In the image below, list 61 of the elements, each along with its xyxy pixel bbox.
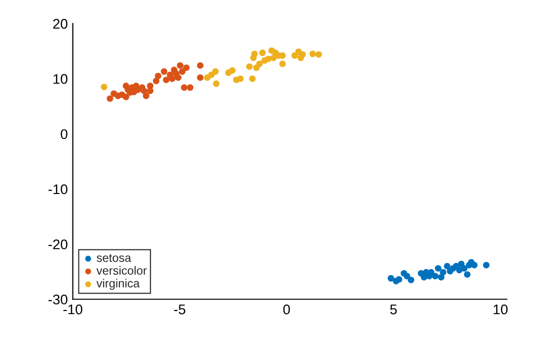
- point: [246, 63, 253, 70]
- point: [388, 275, 394, 282]
- point: [432, 272, 438, 280]
- point: [213, 80, 220, 87]
- point: [180, 84, 188, 91]
- point: [146, 88, 154, 94]
- x-tick-label: -10: [63, 304, 82, 314]
- point: [142, 92, 150, 100]
- point: [196, 62, 204, 69]
- point: [428, 268, 434, 276]
- point: [106, 95, 114, 102]
- point: [279, 60, 286, 68]
- point: [464, 271, 471, 278]
- legend-label: setosa: [96, 254, 132, 262]
- point: [315, 51, 322, 58]
- point: [237, 75, 244, 82]
- point: [259, 50, 266, 56]
- legend-label: virginica: [96, 278, 140, 290]
- y-tick-label: 20: [53, 18, 68, 29]
- x-tick-label: 10: [494, 304, 508, 314]
- point: [249, 75, 256, 82]
- point: [444, 262, 450, 270]
- point: [229, 67, 236, 74]
- y-tick-label: -10: [48, 184, 68, 194]
- point: [160, 68, 168, 75]
- point: [483, 262, 490, 268]
- point: [404, 272, 410, 280]
- x-tick-label: 0: [283, 304, 290, 314]
- point: [396, 276, 402, 283]
- point: [208, 72, 215, 78]
- y-tick-label: -30: [48, 294, 68, 304]
- point: [196, 74, 204, 81]
- legend-label: versicolor: [96, 266, 147, 275]
- point: [168, 75, 176, 82]
- point: [122, 94, 130, 100]
- point: [152, 78, 160, 84]
- point: [299, 51, 306, 58]
- y-tick-label: -20: [48, 239, 68, 250]
- point: [183, 64, 190, 71]
- point: [461, 265, 468, 272]
- point: [174, 74, 182, 81]
- x-tick-label: 5: [390, 304, 397, 314]
- point: [251, 50, 258, 58]
- point: [291, 52, 298, 59]
- y-tick-label: 0: [60, 129, 68, 140]
- point: [162, 76, 170, 84]
- x-tick-label: -5: [174, 304, 186, 314]
- point: [458, 260, 465, 268]
- point: [154, 72, 162, 80]
- point: [186, 84, 194, 91]
- point: [179, 68, 186, 75]
- point: [440, 268, 446, 276]
- point: [176, 62, 184, 69]
- y-tick-label: 10: [54, 74, 68, 84]
- point: [100, 84, 108, 90]
- point: [434, 265, 442, 272]
- point: [256, 60, 263, 68]
- point: [309, 50, 316, 58]
- point: [408, 276, 414, 284]
- point: [212, 68, 219, 75]
- point: [471, 262, 478, 268]
